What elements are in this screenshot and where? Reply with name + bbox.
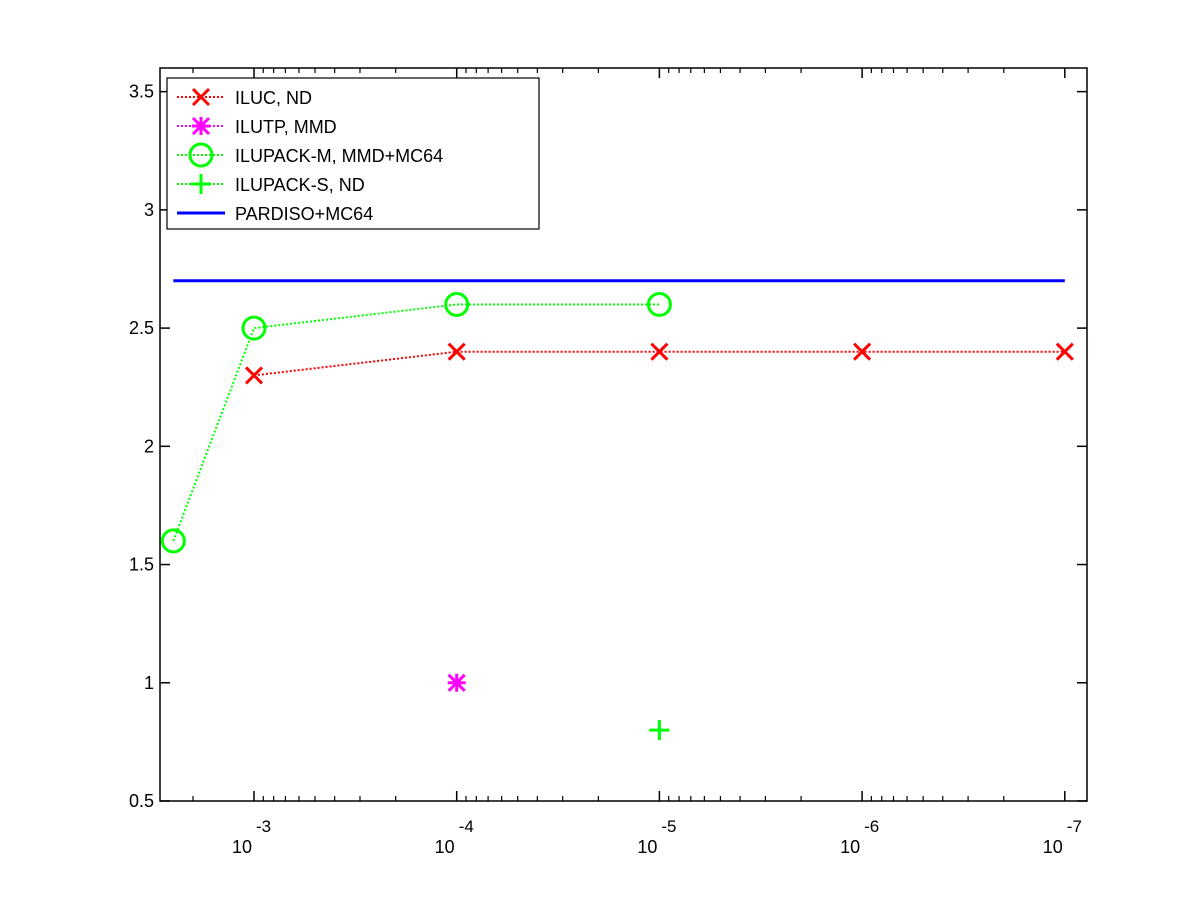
marker-x-stroke [650,342,669,361]
marker-plus [191,174,211,194]
legend-item: PARDISO+MC64 [177,204,373,224]
x-tick-exponent: -6 [864,817,879,836]
marker-plus [649,720,670,741]
series-line [253,350,1065,377]
series-iluc-nd [244,342,1074,385]
legend-item: ILUC, ND [177,87,312,108]
marker-x-stroke [244,366,264,385]
marker-asterisk-stroke [191,116,211,136]
y-tick-label: 1.5 [129,555,154,575]
series-layer [160,279,1074,741]
marker-x [191,87,211,107]
marker-x [853,342,872,361]
legend-item: ILUPACK-M, MMD+MC64 [177,142,443,168]
y-tick-label: 3 [144,200,154,220]
marker-x [1055,342,1074,361]
marker-circle [444,291,470,317]
marker-x-stroke [191,87,211,107]
legend-item: ILUPACK-S, ND [177,174,365,195]
x-tick-base: 10 [637,837,657,857]
marker-circle [160,528,186,554]
series-ilupack-m-mmd-mc64 [160,291,672,554]
y-tick-labels: 0.5 1 1.5 2 2.5 3 3.5 [129,82,154,811]
x-tick-base: 10 [435,837,455,857]
major-ticks [160,68,1087,802]
marker-circle [241,315,267,341]
legend-box [166,77,540,230]
marker-x [244,366,264,385]
marker-circle [646,291,672,317]
x-tick-labels: 10-310-410-510-610-7 [232,817,1082,857]
legend-label: ILUC, ND [235,88,312,108]
minor-ticks [192,68,1005,801]
marker-x-stroke [853,342,872,361]
marker-asterisk-stroke [447,673,466,692]
y-tick-label: 0.5 [129,791,154,811]
marker-asterisk [191,116,211,136]
x-tick-base: 10 [840,837,860,857]
legend-label: ILUTP, MMD [235,117,337,137]
x-tick-base: 10 [1043,837,1063,857]
legend-item: ILUTP, MMD [177,116,337,137]
marker-x-stroke [447,342,466,361]
x-tick-exponent: -5 [661,817,676,836]
legend-label: ILUPACK-S, ND [235,175,365,195]
series-ilutp-mmd [447,673,466,692]
legend: ILUC, ND ILUTP, MMD ILUPACK-M, MMD+MC64 ILU… [166,77,540,230]
y-tick-label: 1 [144,673,154,693]
series-line [172,303,660,542]
x-tick-exponent: -4 [459,817,474,836]
x-tick-base: 10 [232,837,252,857]
marker-circle [188,142,214,168]
series-ilupack-s-nd [649,720,670,741]
marker-x [447,342,466,361]
x-tick-exponent: -3 [256,817,271,836]
legend-label: ILUPACK-M, MMD+MC64 [235,146,443,166]
legend-label: PARDISO+MC64 [235,204,373,224]
x-tick-exponent: -7 [1067,817,1082,836]
marker-x [650,342,669,361]
marker-asterisk [447,673,466,692]
marker-x-stroke [1055,342,1074,361]
y-tick-label: 2 [144,436,154,456]
y-tick-label: 3.5 [129,82,154,102]
y-tick-label: 2.5 [129,318,154,338]
